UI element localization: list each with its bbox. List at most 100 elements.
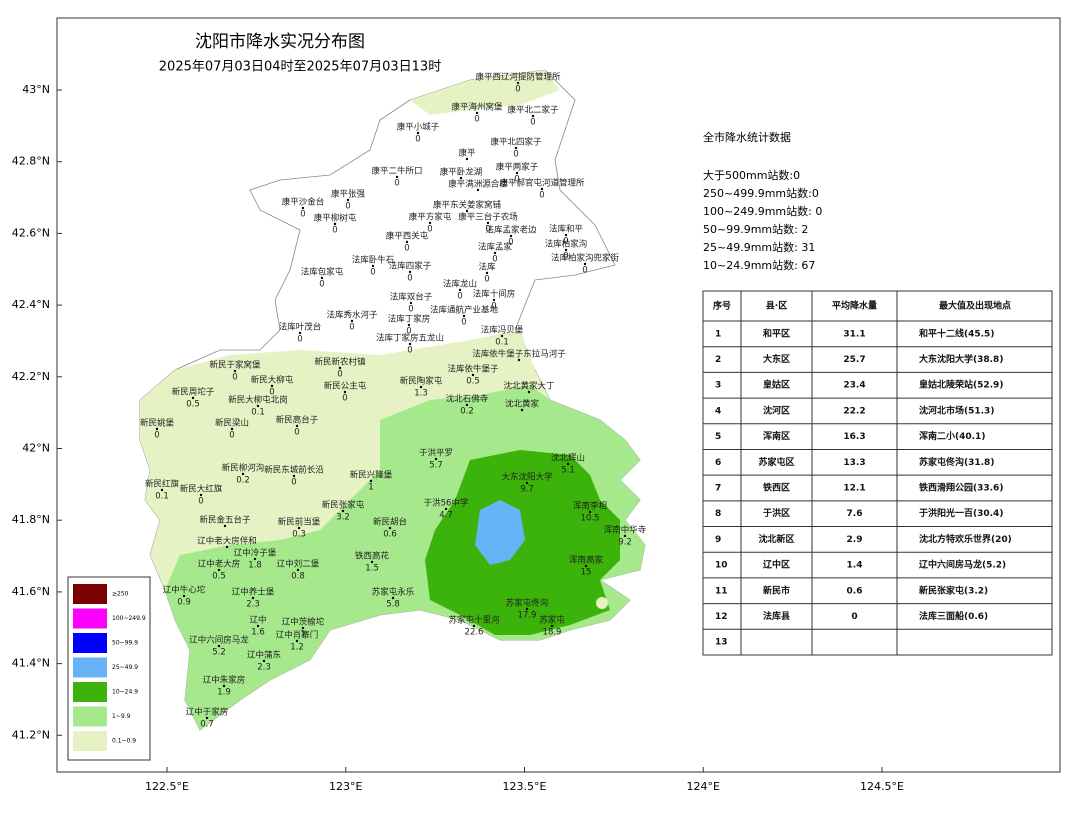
- station-name: 新民红旗: [145, 479, 180, 490]
- station-dot: [350, 319, 354, 323]
- station-value: 2.3: [257, 663, 271, 673]
- station-dot: [471, 373, 475, 377]
- station-dot: [160, 488, 164, 492]
- station-dot: [341, 509, 345, 513]
- station-dot: [182, 594, 186, 598]
- station-name: 法库叶茂台: [279, 322, 322, 333]
- table-cell: 苏家屯佟沟(31.8): [919, 456, 994, 468]
- lon-tick-label: 122.5°E: [145, 780, 189, 793]
- legend-label: 100~249.9: [112, 615, 146, 622]
- legend-label: 1~9.9: [112, 713, 131, 720]
- table-header: 最大值及出现地点: [939, 300, 1011, 312]
- station-name: 新民姚堡: [140, 418, 175, 429]
- station-name: 沈北辉山: [551, 453, 585, 464]
- station-value: 0.2: [460, 407, 474, 417]
- station-value: 2.3: [246, 600, 260, 610]
- table-cell: 辽中区: [763, 559, 790, 571]
- station-value: 22.6: [465, 628, 484, 638]
- table-cell: 13.3: [843, 458, 865, 468]
- lat-tick-label: 41.8°N: [12, 513, 50, 526]
- station-value: 0.1: [251, 408, 265, 418]
- table-header: 县·区: [766, 301, 787, 312]
- table-cell: 9: [715, 535, 721, 545]
- station-name: 于洪56中学: [424, 498, 469, 509]
- table-cell: 0.6: [847, 586, 863, 596]
- stats-line: 25~49.9mm站数: 31: [703, 240, 815, 254]
- station-value: 0: [342, 394, 347, 404]
- station-value: 0: [563, 252, 568, 262]
- station-dot: [301, 626, 305, 630]
- station-dot: [369, 479, 373, 483]
- station-dot: [199, 493, 203, 497]
- station-dot: [583, 262, 587, 266]
- table-cell: 5: [715, 432, 721, 442]
- station-value: 0: [319, 280, 324, 290]
- station-value: 0.6: [383, 530, 397, 540]
- station-dot: [476, 188, 480, 192]
- station-dot: [346, 198, 350, 202]
- station-name: 康平两家子: [496, 162, 539, 173]
- station-value: 0: [394, 179, 399, 189]
- legend-swatch: [73, 706, 107, 727]
- station-name: 苏家屯: [539, 615, 565, 626]
- lat-tick-label: 41.2°N: [12, 728, 50, 741]
- station-value: 1.5: [365, 564, 379, 574]
- table-cell: 10: [715, 561, 728, 571]
- station-value: 5.2: [212, 648, 226, 658]
- legend-swatch: [73, 731, 107, 751]
- station-value: 0.5: [466, 377, 480, 387]
- table-cell: 沈北新区: [758, 533, 794, 545]
- station-value: 0: [484, 275, 489, 285]
- station-value: 0: [457, 292, 462, 302]
- station-dot: [233, 369, 237, 373]
- station-name: 康平西辽河提防管理所: [475, 72, 561, 83]
- station-dot: [191, 396, 195, 400]
- station-dot: [419, 385, 423, 389]
- station-dot: [155, 427, 159, 431]
- table-cell: 31.1: [843, 329, 865, 339]
- table-cell: 12: [715, 612, 728, 622]
- legend-label: 10~24.9: [112, 689, 138, 696]
- station-value: 0.5: [186, 400, 200, 410]
- stats-table: 序号 县·区 平均降水量 最大值及出现地点 1 和平区 31.1 和平十二线(45.5) 2 大东…: [702, 290, 1053, 656]
- table-cell: 12.1: [843, 484, 865, 494]
- station-value: 15: [581, 568, 592, 578]
- axes: 43°N42.8°N42.6°N42.4°N42.2°N42°N41.8°N41…: [12, 83, 904, 793]
- station-name: 康平柳树屯: [314, 213, 357, 224]
- station-value: 1.6: [251, 628, 265, 638]
- table-cell: 沈北方特欢乐世界(20): [919, 533, 1012, 545]
- station-name: 法库双台子: [390, 292, 433, 303]
- table-cell: 苏家屯区: [758, 456, 794, 468]
- table-cell: 6: [715, 458, 721, 468]
- station-dot: [566, 462, 570, 466]
- station-value: 0.2: [236, 476, 250, 486]
- legend-swatch: [73, 682, 107, 702]
- station-name: 新民大柳屯北岗: [228, 395, 288, 406]
- station-dot: [262, 659, 266, 663]
- station-name: 康平方家屯: [409, 212, 452, 223]
- station-value: 0: [229, 431, 234, 441]
- station-value: 0: [485, 225, 490, 235]
- station-dot: [251, 596, 255, 600]
- station-dot: [295, 424, 299, 428]
- station-value: 0: [407, 274, 412, 284]
- station-name: 法库四家子: [389, 261, 432, 272]
- station-value: 1.9: [217, 688, 231, 698]
- station-dot: [623, 534, 627, 538]
- station-dot: [485, 271, 489, 275]
- station-value: 0: [408, 305, 413, 315]
- table-cell: 16.3: [843, 432, 865, 442]
- station-value: 1.8: [248, 561, 262, 571]
- table-cell: 新民张家屯(3.2): [919, 584, 988, 596]
- station-value: 0: [406, 327, 411, 337]
- station-name: 康平小城子: [397, 122, 440, 133]
- table-cell: 25.7: [843, 355, 865, 365]
- station-name: 辽中刘二堡: [277, 559, 320, 570]
- station-dot: [297, 526, 301, 530]
- station-dot: [458, 288, 462, 292]
- station-name: 新民周坨子: [172, 387, 215, 398]
- lat-tick-label: 41.6°N: [12, 585, 50, 598]
- station-name: 法库孟家老边: [485, 225, 537, 236]
